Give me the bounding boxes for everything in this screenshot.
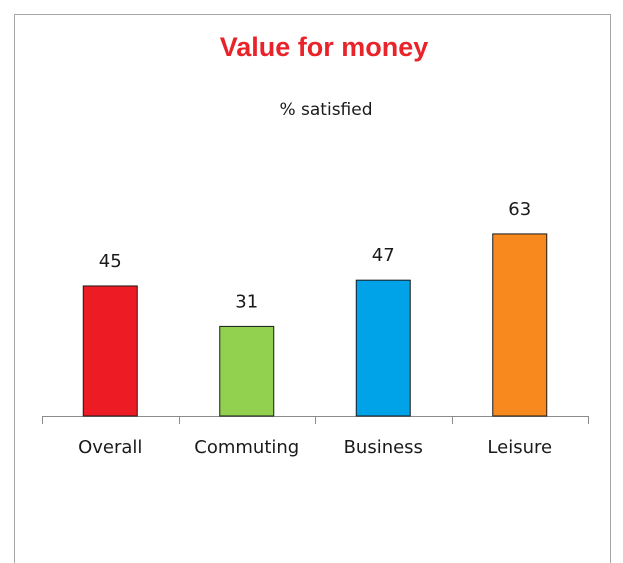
chart-subtitle: % satisfied — [279, 100, 372, 120]
x-tick-label: Leisure — [487, 437, 552, 458]
bar — [355, 279, 411, 417]
data-label: 47 — [372, 245, 395, 266]
data-label: 63 — [508, 199, 531, 220]
bar — [219, 325, 275, 417]
data-label: 45 — [99, 251, 122, 272]
bar — [82, 285, 138, 417]
data-label: 31 — [235, 291, 258, 312]
bar — [492, 233, 548, 417]
chart-title: Value for money — [220, 32, 429, 62]
x-tick-label: Business — [344, 437, 423, 458]
chart-border — [14, 14, 611, 563]
x-tick-label: Commuting — [194, 437, 299, 458]
x-tick-label: Overall — [78, 437, 142, 458]
